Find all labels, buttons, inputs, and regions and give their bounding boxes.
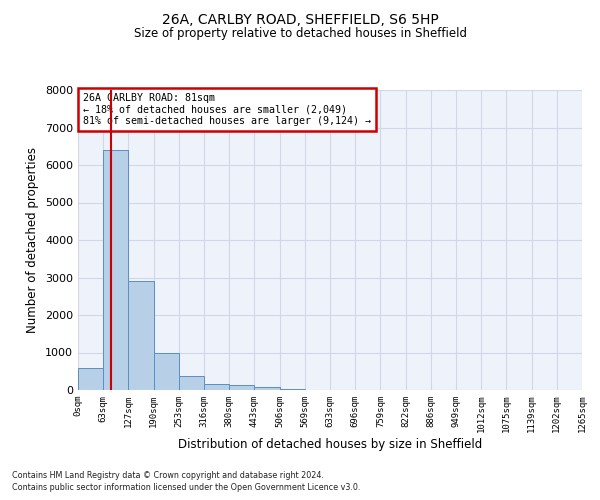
Text: Contains HM Land Registry data © Crown copyright and database right 2024.: Contains HM Land Registry data © Crown c…: [12, 470, 324, 480]
Text: 26A, CARLBY ROAD, SHEFFIELD, S6 5HP: 26A, CARLBY ROAD, SHEFFIELD, S6 5HP: [161, 12, 439, 26]
Bar: [204, 384, 229, 390]
Text: Size of property relative to detached houses in Sheffield: Size of property relative to detached ho…: [133, 28, 467, 40]
X-axis label: Distribution of detached houses by size in Sheffield: Distribution of detached houses by size …: [178, 438, 482, 451]
Text: 26A CARLBY ROAD: 81sqm
← 18% of detached houses are smaller (2,049)
81% of semi-: 26A CARLBY ROAD: 81sqm ← 18% of detached…: [83, 93, 371, 126]
Text: Contains public sector information licensed under the Open Government Licence v3: Contains public sector information licen…: [12, 483, 361, 492]
Bar: [103, 150, 128, 390]
Y-axis label: Number of detached properties: Number of detached properties: [26, 147, 40, 333]
Bar: [254, 386, 280, 390]
Bar: [229, 385, 254, 390]
Bar: [128, 281, 154, 390]
Bar: [154, 352, 179, 390]
Bar: [78, 368, 103, 390]
Bar: [179, 376, 204, 390]
Bar: [280, 389, 305, 390]
